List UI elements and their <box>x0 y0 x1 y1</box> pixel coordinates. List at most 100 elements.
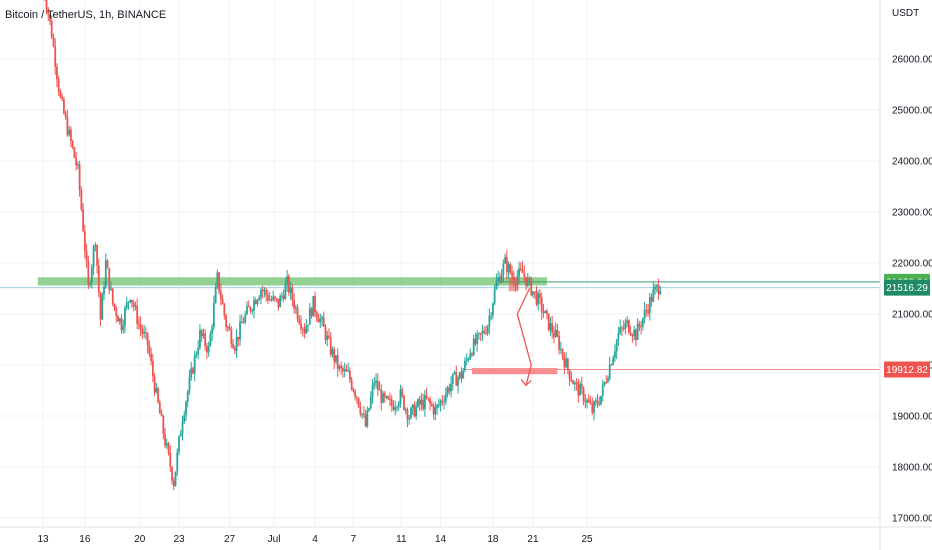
candle <box>232 339 234 349</box>
candle <box>207 341 210 357</box>
candle <box>432 403 435 420</box>
candle <box>82 203 85 233</box>
x-tick-label: 20 <box>134 534 146 545</box>
candle <box>301 326 304 337</box>
candle <box>610 363 613 366</box>
candle <box>165 438 168 449</box>
candle <box>633 325 636 341</box>
candle <box>612 354 615 366</box>
candle <box>628 319 630 335</box>
candle <box>493 284 496 306</box>
candle <box>617 326 620 347</box>
candle <box>373 377 376 390</box>
y-tick-label: 23000.00 <box>892 208 932 219</box>
candle <box>195 351 198 359</box>
candle <box>263 287 266 298</box>
x-axis[interactable]: 13 16 20 23 27 Jul 4 7 11 14 18 21 25 <box>37 534 593 545</box>
y-tick-label: 19000.00 <box>892 412 932 423</box>
x-tick-label: 7 <box>351 534 357 545</box>
candle <box>97 258 100 298</box>
candle <box>171 465 173 485</box>
candle <box>305 318 308 335</box>
candle <box>57 75 60 96</box>
candle <box>579 380 581 396</box>
candle <box>535 286 538 307</box>
y-unit-label: USDT <box>892 8 919 19</box>
candle <box>111 288 114 307</box>
candle <box>417 397 419 409</box>
candle <box>104 253 107 289</box>
target-zone[interactable] <box>471 368 558 375</box>
candle <box>619 319 622 336</box>
x-tick-label: 13 <box>37 534 49 545</box>
candle <box>153 373 156 397</box>
candle <box>265 287 268 302</box>
candle <box>280 292 283 301</box>
candle <box>329 331 332 358</box>
candle <box>284 278 287 300</box>
price-badge: 21516.29 <box>884 279 930 296</box>
candle <box>573 380 576 392</box>
candle <box>188 369 191 395</box>
candle <box>256 298 259 307</box>
candle <box>78 160 81 197</box>
candle <box>648 292 651 321</box>
candle <box>591 397 594 415</box>
candle <box>321 314 323 327</box>
candle <box>291 284 294 307</box>
candle <box>526 273 529 288</box>
candle <box>274 295 276 302</box>
candle <box>624 318 627 335</box>
candle <box>235 329 238 359</box>
candle <box>380 384 383 411</box>
candle <box>124 305 126 334</box>
candle <box>472 334 475 357</box>
projection-path[interactable] <box>516 288 532 386</box>
candle <box>277 298 280 311</box>
candle <box>239 314 241 346</box>
candle <box>382 391 384 404</box>
candle <box>439 399 442 412</box>
candle <box>289 281 292 300</box>
candle <box>218 271 221 295</box>
candle <box>226 325 229 333</box>
candle <box>408 414 411 425</box>
candle <box>193 350 196 382</box>
candle <box>423 389 426 417</box>
candle <box>223 302 226 320</box>
candle <box>498 272 501 284</box>
candle <box>268 292 271 302</box>
candle <box>474 332 477 347</box>
candle <box>491 302 494 320</box>
candle <box>509 262 512 275</box>
candle <box>403 394 405 411</box>
resistance-zone[interactable] <box>37 277 547 286</box>
candle <box>59 89 62 99</box>
candle <box>92 244 95 276</box>
candle <box>507 261 510 279</box>
candle <box>519 262 522 272</box>
candle <box>209 330 212 347</box>
candle <box>458 371 461 381</box>
candle <box>151 353 154 382</box>
candle <box>465 353 468 366</box>
x-tick-label: 21 <box>527 534 539 545</box>
candle <box>249 306 252 314</box>
candle <box>436 403 438 415</box>
candle <box>659 286 662 295</box>
candle <box>389 392 391 407</box>
candle <box>139 316 142 337</box>
candle <box>598 396 601 407</box>
candle <box>542 303 545 318</box>
candle <box>219 283 222 306</box>
candle <box>589 395 592 405</box>
candle <box>108 267 111 295</box>
candle <box>596 393 599 408</box>
chart-title: Bitcoin / TetherUS, 1h, BINANCE <box>5 9 166 21</box>
x-tick-label: 16 <box>79 534 91 545</box>
candle <box>640 320 643 335</box>
candle <box>71 139 74 150</box>
candle <box>148 340 151 358</box>
